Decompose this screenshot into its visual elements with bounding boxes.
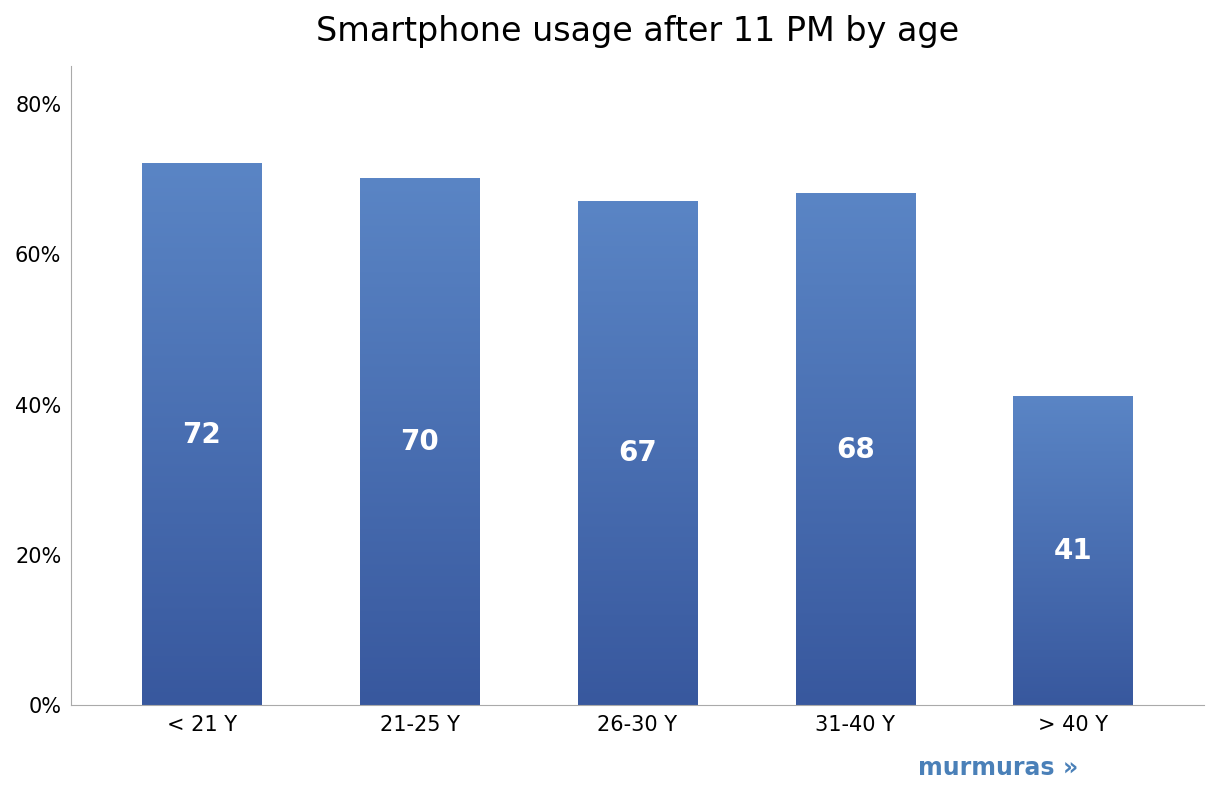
Text: 41: 41 [1054, 537, 1092, 565]
Text: 72: 72 [183, 421, 221, 448]
Text: 70: 70 [400, 428, 439, 456]
Title: Smartphone usage after 11 PM by age: Smartphone usage after 11 PM by age [316, 15, 959, 48]
Text: 68: 68 [836, 436, 875, 464]
Text: murmuras: murmuras [918, 757, 1054, 780]
Text: 67: 67 [618, 440, 657, 468]
Text: »: » [1063, 757, 1079, 780]
